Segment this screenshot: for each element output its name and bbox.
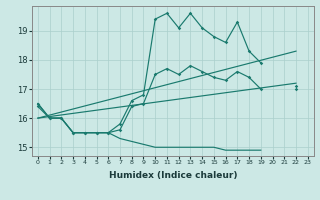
X-axis label: Humidex (Indice chaleur): Humidex (Indice chaleur) (108, 171, 237, 180)
